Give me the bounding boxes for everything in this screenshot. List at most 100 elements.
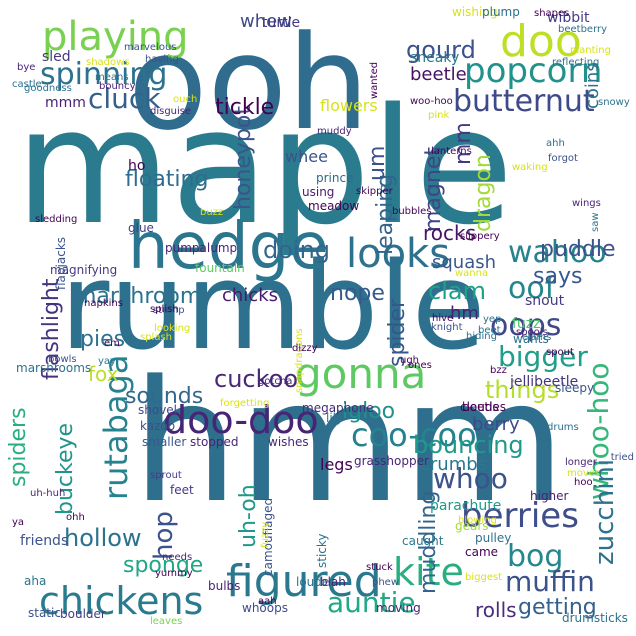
word-hiding: hiding [466,331,497,342]
word-playing: playing [42,14,189,60]
word-clam: clam [428,277,486,305]
word-bog: bog [507,539,563,574]
word-tickle: tickle [215,95,274,120]
word-wahoo: wahoo [508,235,607,270]
word-yay: yay [98,356,116,367]
word-snout: snout [525,293,565,309]
word-wants: wants [513,332,549,346]
word-marshrooms: marshrooms [16,361,91,375]
word-hive: hive [432,313,453,324]
word-rutabaga: rutabaga [97,355,135,500]
word-beetle: beetle [410,64,467,85]
word-whoops: whoops [242,601,288,615]
word-em: em [104,338,120,349]
word-friends: friends [20,533,68,549]
word-muddy: muddy [317,126,352,137]
word-blowing: blowing [458,515,497,526]
word-ones: ones [408,360,432,371]
word-planting: planting [570,45,611,56]
word-fox: fox [88,362,119,386]
word-knight: knight [431,322,463,333]
word-butternut: butternut [453,84,595,119]
word-wishes: wishes [268,435,309,449]
word-ohh: ohh [66,512,85,523]
word-ya: ya [12,517,24,528]
word-hoo: hoo [574,477,593,488]
word-meadow: meadow [308,199,359,213]
word-stuck: stuck [366,562,393,573]
word-jellibeetle: jellibeetle [509,374,578,390]
word-doo-doo: doo-doo [163,398,319,442]
word-forgot: forgot [548,153,578,164]
word-cuckoo: cuckoo [214,365,298,393]
word-yummy: yummy [155,568,193,579]
word-gourd: gourd [406,36,476,64]
word-igloo: igloo [342,399,395,424]
word-pink: pink [428,110,449,121]
word-getting: getting [518,595,597,620]
word-whee: whee [285,147,328,166]
word-boulder: boulder [60,607,106,621]
word-floating: floating [125,167,208,192]
word-squash: squash [432,252,496,273]
word-puddle: puddle [540,237,616,262]
word-sleepy: sleepy [555,381,594,395]
word-blah: blah [320,575,346,589]
word-uh-oh: uh-oh [236,484,261,548]
word-hmm: hmm [132,344,566,540]
word-muddling: muddling [416,491,441,594]
word-um: um [365,146,390,181]
word-rolls: rolls [475,598,517,622]
word-chicks: chicks [222,285,278,306]
word-bowls: bowls [48,354,77,365]
word-chickens: chickens [39,579,203,623]
word-buckeye: buckeye [53,423,78,515]
word-lily: lily [326,411,343,425]
word-popcorn: popcorn [464,51,602,91]
word-flowers: flowers [320,96,378,115]
word-berries: berries [461,496,579,536]
word-longer: longer [565,457,598,468]
word-doing: doing [263,236,330,264]
word-mm: mm [451,122,476,165]
word-plump: plump [482,5,520,19]
word-berry: berry [472,414,520,435]
word-feet: feet [170,483,194,497]
word-whoo-hoo: whoo-hoo [582,362,615,500]
word-bouncy: bouncy [99,81,136,92]
word-oops: oops [490,308,561,343]
word-sneaky: sneaky [410,50,459,66]
word-ahh: ahh [546,138,565,149]
word-having: having [145,54,179,65]
word-spout: spout [546,347,574,358]
word-gonna: gonna [295,349,426,398]
word-ugh: ugh [400,355,419,366]
word-gears: gears [455,519,489,533]
word-phew: phew [372,577,399,588]
word-fuzzy: fuzzy [260,522,271,548]
word-snowy: snowy [598,97,630,108]
word-leaves: leaves [150,616,182,627]
word-marvelous: marvelous [124,42,177,53]
word-magnet: magnet [421,147,446,232]
word-pumpalump: pumpalump [165,241,237,255]
word-things: things [485,376,559,404]
word-disguise: disguise [150,106,191,117]
word-moving: moving [376,601,421,615]
word-snapdragons: snapdragons [294,328,305,393]
word-shovel: shovel [138,403,177,417]
word-kite: kite [393,550,464,594]
word-oof: oof [508,271,557,306]
word-sponge: sponge [123,553,203,578]
word-says: says [533,264,582,289]
word-leaping: leaping [373,174,398,255]
word-lanterns: lanterns [431,146,472,157]
word-muffin: muffin [505,565,595,598]
word-whew: whew [240,11,292,32]
word-gotcha: gotcha [258,376,292,387]
word-tried: tried [611,452,634,463]
word-beetles: beetles [462,400,506,414]
word-spinning: spinning [40,57,167,92]
word-magnifying: magnifying [50,263,117,277]
